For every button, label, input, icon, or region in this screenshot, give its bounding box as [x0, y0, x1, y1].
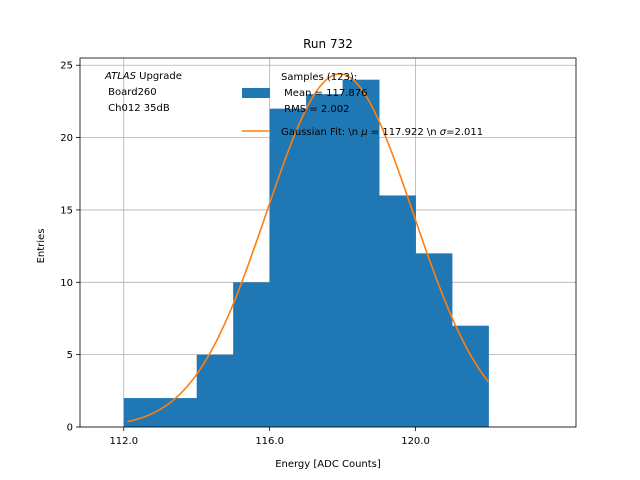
legend-fit-label: Gaussian Fit: \n μ = 117.922 \n σ=2.011	[281, 127, 483, 138]
x-axis-label: Energy [ADC Counts]	[275, 459, 381, 470]
annotation-rest: Upgrade	[136, 71, 182, 82]
y-tick-label-0: 0	[67, 423, 73, 434]
atlas-annotation: ATLAS Upgrade Board260 Ch012 35dB	[104, 71, 182, 114]
hist-bar-3	[233, 282, 271, 427]
hist-bar-8	[415, 253, 453, 427]
legend-fit-mid: = 117.922 \n	[368, 127, 440, 138]
gaussian-fit	[127, 73, 490, 423]
y-tick-label-2: 10	[60, 278, 73, 289]
y-tick-label-4: 20	[60, 133, 73, 144]
svg-text:ATLAS Upgrade: ATLAS Upgrade	[104, 71, 182, 82]
annotation-board: Board260	[105, 87, 157, 98]
legend-hist-line3: RMS = 2.002	[281, 104, 349, 115]
hist-bar-9	[452, 325, 489, 427]
legend-hist-line2: Mean = 117.876	[281, 88, 368, 99]
hist-bar-4	[269, 108, 307, 427]
x-tick-label-1: 116.0	[255, 436, 284, 447]
x-tick-label-2: 120.0	[401, 436, 430, 447]
y-axis-ticks: 0 5 10 15 20 25	[60, 61, 80, 434]
chart-title: Run 732	[303, 37, 353, 51]
histogram-bars	[123, 79, 489, 428]
y-tick-label-1: 5	[67, 350, 73, 361]
annotation-italic: ATLAS	[104, 71, 137, 82]
legend-hist-line1: Samples (123):	[281, 72, 357, 83]
legend-fit-end: =2.011	[446, 127, 483, 138]
hist-bar-2	[196, 354, 234, 427]
y-axis-label: Entries	[36, 229, 47, 264]
hist-bar-6	[342, 79, 380, 428]
hist-bar-5	[306, 94, 343, 428]
legend: Samples (123): Mean = 117.876 RMS = 2.00…	[242, 72, 483, 138]
legend-hist-swatch	[242, 88, 270, 98]
plot-frame	[79, 57, 577, 428]
legend-fit-prefix: Gaussian Fit: \n	[281, 127, 361, 138]
y-tick-label-3: 15	[60, 205, 73, 216]
legend-fit-mu: μ	[360, 127, 367, 138]
fit-curve	[127, 73, 490, 423]
x-axis-ticks: 112.0 116.0 120.0	[109, 427, 430, 447]
annotation-channel: Ch012 35dB	[105, 103, 170, 114]
y-tick-label-5: 25	[60, 61, 73, 72]
hist-bar-1	[160, 398, 198, 427]
x-tick-label-0: 112.0	[109, 436, 138, 447]
hist-bar-7	[379, 195, 416, 427]
legend-fit-sigma: σ	[440, 127, 447, 138]
